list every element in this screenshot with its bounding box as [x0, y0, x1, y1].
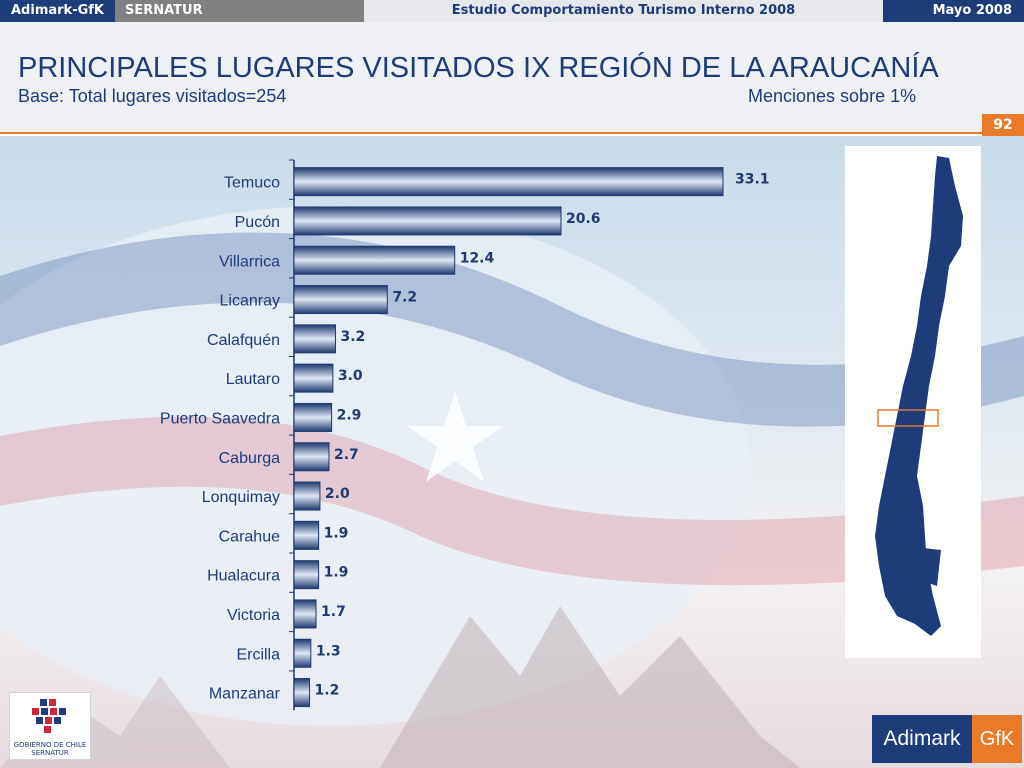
value-label: 3.2 [340, 329, 365, 345]
category-label: Caburga [219, 450, 280, 467]
page-title: PRINCIPALES LUGARES VISITADOS IX REGIÓN … [18, 52, 939, 84]
category-label: Pucón [235, 214, 280, 231]
top-bar: Adimark-GfK SERNATUR Estudio Comportamie… [0, 0, 1024, 22]
base-subtitle: Base: Total lugares visitados=254 [18, 86, 287, 106]
map-panel [845, 146, 981, 658]
category-label: Lautaro [226, 371, 280, 388]
value-label: 20.6 [566, 211, 601, 227]
bar-9 [293, 520, 320, 550]
gov-emblem-icon [32, 699, 66, 733]
value-label: 1.2 [315, 683, 340, 699]
bar-1 [293, 206, 562, 236]
bar-2 [293, 245, 456, 275]
value-label: 1.3 [316, 643, 341, 659]
value-label: 3.0 [338, 368, 363, 384]
bar-13 [293, 678, 311, 708]
mentions-note: Menciones sobre 1% [748, 86, 917, 106]
region-highlight [877, 409, 939, 427]
category-label: Ercilla [236, 646, 280, 663]
value-label: 2.0 [325, 486, 350, 502]
scenery-graphic [0, 206, 1024, 768]
value-label: 7.2 [392, 290, 417, 306]
bar-3 [293, 285, 388, 315]
adimark-gfk-logo: Adimark GfK [872, 715, 1022, 763]
bar-4 [293, 324, 336, 354]
category-label: Temuco [224, 175, 280, 192]
category-label: Calafquén [207, 332, 280, 349]
chile-map-icon [875, 156, 963, 636]
category-label: Lonquimay [202, 489, 280, 506]
slide-header: PRINCIPALES LUGARES VISITADOS IX REGIÓN … [0, 22, 1024, 134]
value-label: 1.9 [324, 525, 349, 541]
category-label: Villarrica [219, 253, 280, 270]
category-label: Carahue [219, 528, 280, 545]
category-label: Puerto Saavedra [160, 410, 280, 427]
bar-8 [293, 481, 321, 511]
category-label: Manzanar [209, 686, 281, 703]
value-label: 1.7 [321, 604, 346, 620]
gobierno-de-chile-logo: GOBIERNO DE CHILE SERNATUR [9, 692, 91, 760]
bar-6 [293, 402, 333, 432]
study-title: Estudio Comportamiento Turismo Interno 2… [364, 0, 883, 22]
brand-label: Adimark-GfK [0, 0, 115, 22]
chart-svg: Temuco 33.1 Pucón 20.6 Villarrica 12.4 Licanra… [160, 159, 770, 711]
gov-logo-title: GOBIERNO DE CHILE [13, 741, 87, 749]
value-label: 12.4 [460, 250, 495, 266]
bar-7 [293, 442, 330, 472]
category-label: Hualacura [207, 568, 280, 585]
gfk-logo-text: GfK [972, 715, 1022, 763]
category-label: Victoria [227, 607, 280, 624]
bar-12 [293, 638, 312, 668]
gov-logo-text: GOBIERNO DE CHILE SERNATUR [10, 741, 90, 757]
bar-0 [293, 167, 724, 197]
bar-11 [293, 599, 317, 629]
bar-10 [293, 560, 320, 590]
gov-logo-sub: SERNATUR [31, 749, 69, 757]
bar-chart: Temuco 33.1 Pucón 20.6 Villarrica 12.4 Licanra… [0, 136, 1024, 768]
category-label: Licanray [220, 293, 280, 310]
date-label: Mayo 2008 [883, 0, 1024, 22]
page-number: 92 [982, 114, 1024, 136]
value-label: 1.9 [324, 565, 349, 581]
adimark-logo-text: Adimark [872, 715, 972, 763]
value-label: 2.9 [337, 407, 362, 423]
bar-5 [293, 363, 334, 393]
client-label: SERNATUR [115, 0, 364, 22]
value-label: 2.7 [334, 447, 359, 463]
value-label: 33.1 [735, 172, 770, 188]
